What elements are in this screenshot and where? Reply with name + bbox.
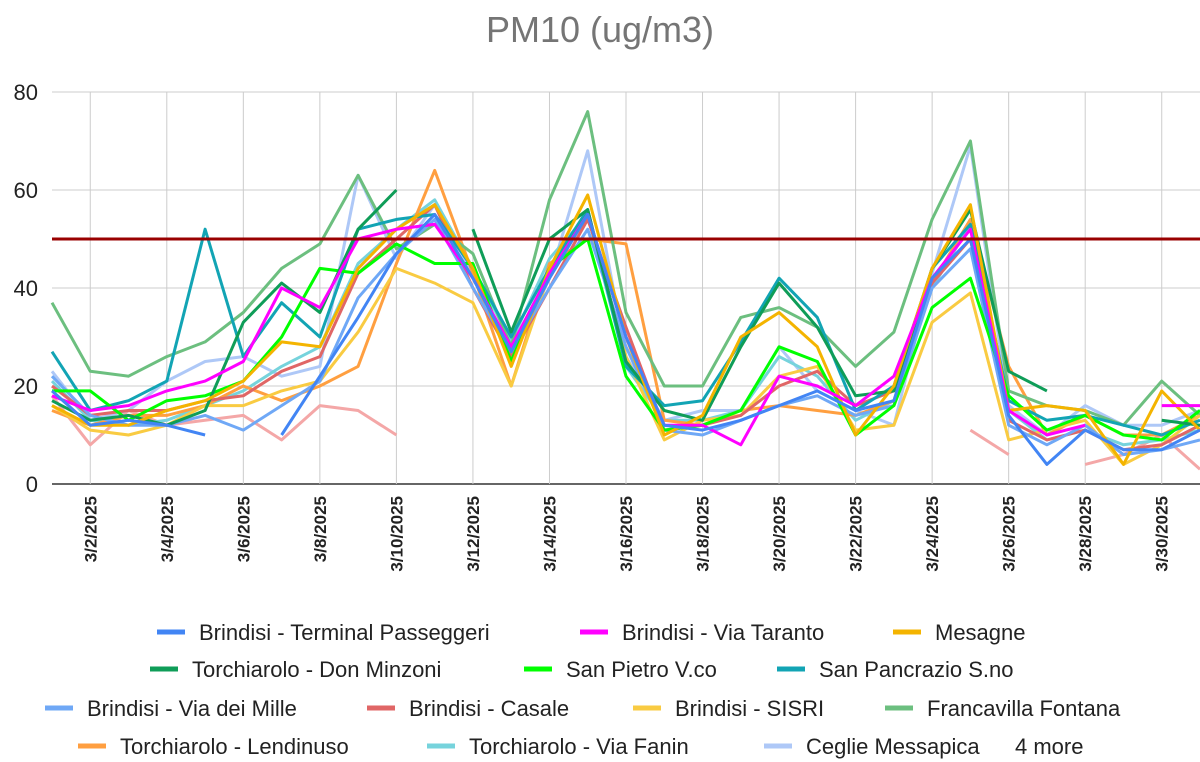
x-tick-label: 3/6/2025 xyxy=(234,496,253,562)
legend-label: Torchiarolo - Don Minzoni xyxy=(192,657,441,682)
legend-label: Brindisi - Via dei Mille xyxy=(87,696,297,721)
series-line xyxy=(50,110,1200,427)
legend-label: Mesagne xyxy=(935,620,1026,645)
x-tick-label: 3/8/2025 xyxy=(311,496,330,562)
legend-more: 4 more xyxy=(1015,734,1083,759)
x-tick-label: 3/16/2025 xyxy=(617,496,636,572)
x-tick-label: 3/18/2025 xyxy=(694,496,713,572)
y-tick-label: 80 xyxy=(14,80,38,105)
chart-title: PM10 (ug/m3) xyxy=(486,9,714,50)
y-tick-label: 20 xyxy=(14,374,38,399)
legend-label: Brindisi - Terminal Passeggeri xyxy=(199,620,490,645)
y-tick-label: 60 xyxy=(14,178,38,203)
x-tick-label: 3/30/2025 xyxy=(1153,496,1172,572)
x-tick-label: 3/26/2025 xyxy=(1000,496,1019,572)
series-line xyxy=(50,213,1200,466)
x-tick-label: 3/12/2025 xyxy=(464,496,483,572)
legend-label: Brindisi - SISRI xyxy=(675,696,824,721)
series-line xyxy=(50,208,1200,437)
legend-label: Torchiarolo - Via Fanin xyxy=(469,734,689,759)
legend-label: San Pietro V.co xyxy=(566,657,717,682)
x-tick-label: 3/28/2025 xyxy=(1076,496,1095,572)
x-tick-label: 3/20/2025 xyxy=(770,496,789,572)
legend-label: Brindisi - Casale xyxy=(409,696,569,721)
y-tick-label: 40 xyxy=(14,276,38,301)
series-line xyxy=(50,217,1200,457)
legend-label: Torchiarolo - Lendinuso xyxy=(120,734,349,759)
legend-label: Francavilla Fontana xyxy=(927,696,1121,721)
x-tick-label: 3/2/2025 xyxy=(81,496,100,562)
series-line xyxy=(50,394,1200,471)
x-tick-label: 3/24/2025 xyxy=(923,496,942,572)
y-tick-label: 0 xyxy=(26,472,38,497)
x-tick-label: 3/22/2025 xyxy=(847,496,866,572)
x-tick-label: 3/14/2025 xyxy=(540,496,559,572)
legend-label: Ceglie Messapica xyxy=(806,734,980,759)
legend-label: San Pancrazio S.no xyxy=(819,657,1013,682)
legend-label: Brindisi - Via Taranto xyxy=(622,620,824,645)
x-tick-label: 3/4/2025 xyxy=(158,496,177,562)
x-tick-label: 3/10/2025 xyxy=(387,496,406,572)
